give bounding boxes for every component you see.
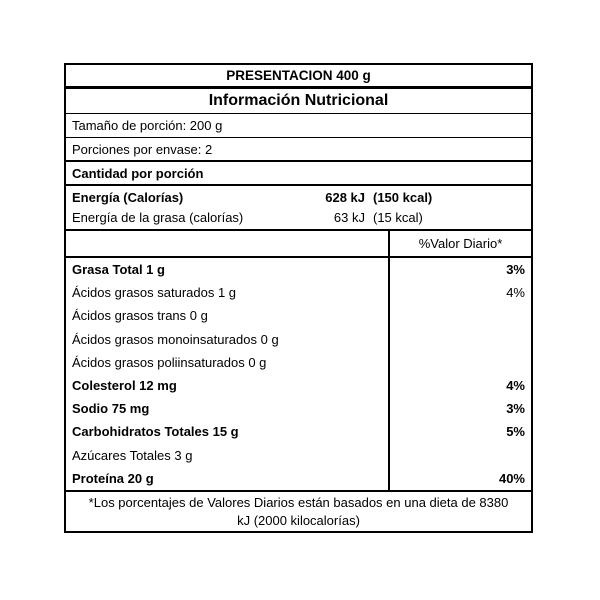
- nutrient-daily-value: [388, 350, 531, 374]
- serving-size-row: Tamaño de porción: 200 g: [66, 114, 531, 138]
- nutrient-row: Sodio 75 mg 3%: [66, 397, 531, 421]
- nutrient-name: Sodio 75 mg: [72, 401, 150, 417]
- nutrient-daily-value: [388, 443, 531, 467]
- amount-per-serving-header: Cantidad por porción: [66, 162, 531, 186]
- energy-section: Energía (Calorías) 628 kJ (150 kcal) Ene…: [66, 186, 531, 231]
- nutrient-row: Ácidos grasos saturados 1 g 4%: [66, 281, 531, 305]
- energy-fat-values: 63 kJ (15 kcal): [309, 210, 441, 225]
- nutrient-name: Azúcares Totales 3 g: [72, 447, 193, 463]
- nutrient-name: Grasa Total 1 g: [72, 262, 165, 278]
- nutrient-row: Colesterol 12 mg 4%: [66, 373, 531, 398]
- nutrient-daily-value: [388, 304, 531, 328]
- daily-value-header-cell: %Valor Diario*: [388, 231, 531, 256]
- nutrient-daily-value: 5%: [388, 420, 531, 444]
- nutrient-name: Carbohidratos Totales 15 g: [72, 424, 239, 440]
- nutrient-row: Grasa Total 1 g 3%: [66, 258, 531, 282]
- daily-value-header-text: %Valor Diario*: [418, 236, 503, 251]
- nutrient-daily-value: 4%: [388, 373, 531, 398]
- nutrient-name: Proteína 20 g: [72, 470, 154, 486]
- nutrient-row: Azúcares Totales 3 g: [66, 443, 531, 467]
- energy-fat-row: Energía de la grasa (calorías) 63 kJ (15…: [66, 210, 531, 225]
- nutrient-name: Colesterol 12 mg: [72, 378, 177, 394]
- nutrient-daily-value: 3%: [388, 258, 531, 282]
- nutrient-name: Ácidos grasos trans 0 g: [72, 308, 208, 324]
- nutrient-daily-value: 3%: [388, 397, 531, 421]
- servings-per-container-row: Porciones por envase: 2: [66, 138, 531, 162]
- energy-kcal-value: (150 kcal): [373, 190, 433, 206]
- footnote: *Los porcentajes de Valores Diarios está…: [66, 492, 531, 531]
- energy-kj-value: 628 kJ: [325, 190, 365, 206]
- energy-values: 628 kJ (150 kcal): [309, 190, 441, 205]
- servings-per-container-text: Porciones por envase: 2: [72, 141, 213, 157]
- nutrient-daily-value: 40%: [388, 466, 531, 490]
- amount-per-serving-text: Cantidad por porción: [72, 165, 204, 181]
- nutrient-name: Ácidos grasos saturados 1 g: [72, 285, 237, 301]
- nutrition-facts-label: PRESENTACION 400 g Información Nutricion…: [64, 63, 533, 533]
- label-title: Información Nutricional: [66, 89, 531, 114]
- energy-label: Energía (Calorías): [72, 190, 184, 206]
- presentation-text: PRESENTACION 400 g: [226, 68, 371, 83]
- energy-fat-kcal-value: (15 kcal): [373, 209, 423, 225]
- serving-size-text: Tamaño de porción: 200 g: [72, 118, 223, 133]
- nutrient-row: Carbohidratos Totales 15 g 5%: [66, 420, 531, 444]
- energy-fat-kj-value: 63 kJ: [333, 209, 365, 225]
- presentation-header: PRESENTACION 400 g: [66, 65, 531, 89]
- daily-value-header-spacer: [66, 231, 388, 256]
- energy-fat-label: Energía de la grasa (calorías): [72, 209, 244, 225]
- nutrient-name: Ácidos grasos poliinsaturados 0 g: [72, 354, 267, 370]
- nutrient-row: Ácidos grasos trans 0 g: [66, 304, 531, 328]
- nutrient-row: Proteína 20 g 40%: [66, 466, 531, 490]
- nutrient-row: Ácidos grasos monoinsaturados 0 g: [66, 327, 531, 351]
- nutrients-table: Grasa Total 1 g 3% Ácidos grasos saturad…: [66, 258, 531, 492]
- footnote-line-1: *Los porcentajes de Valores Diarios está…: [88, 494, 509, 510]
- footnote-line-2: kJ (2000 kilocalorías): [237, 512, 360, 528]
- nutrient-name: Ácidos grasos monoinsaturados 0 g: [72, 331, 279, 347]
- nutrient-daily-value: [388, 327, 531, 351]
- daily-value-header-row: %Valor Diario*: [66, 231, 531, 258]
- nutrient-row: Ácidos grasos poliinsaturados 0 g: [66, 350, 531, 374]
- energy-row: Energía (Calorías) 628 kJ (150 kcal): [66, 190, 531, 205]
- nutrient-daily-value: 4%: [388, 281, 531, 305]
- label-title-text: Información Nutricional: [208, 92, 389, 109]
